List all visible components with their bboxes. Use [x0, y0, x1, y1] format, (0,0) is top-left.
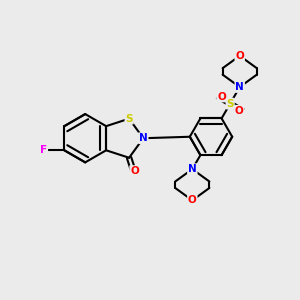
Text: O: O — [130, 166, 139, 176]
Text: O: O — [217, 92, 226, 101]
Text: S: S — [125, 114, 133, 124]
Text: S: S — [226, 99, 234, 109]
Text: O: O — [235, 51, 244, 61]
Text: O: O — [235, 106, 243, 116]
Text: N: N — [235, 82, 244, 92]
Text: O: O — [188, 195, 197, 205]
Text: N: N — [139, 133, 148, 143]
Text: F: F — [40, 145, 47, 155]
Text: N: N — [188, 164, 197, 174]
